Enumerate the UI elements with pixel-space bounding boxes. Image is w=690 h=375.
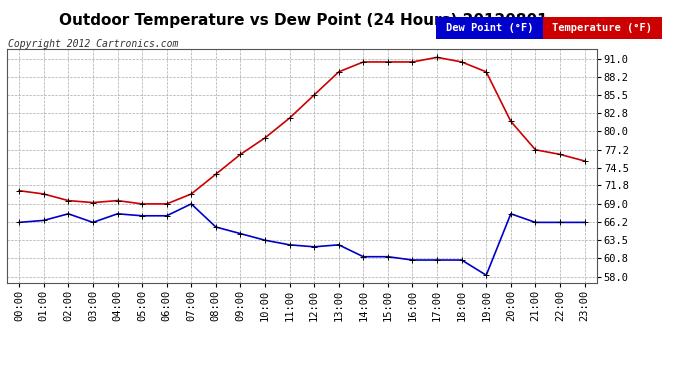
Text: Temperature (°F): Temperature (°F) [553,23,652,33]
Text: Copyright 2012 Cartronics.com: Copyright 2012 Cartronics.com [8,39,179,50]
Text: Dew Point (°F): Dew Point (°F) [446,23,533,33]
Text: Outdoor Temperature vs Dew Point (24 Hours) 20120801: Outdoor Temperature vs Dew Point (24 Hou… [59,13,548,28]
